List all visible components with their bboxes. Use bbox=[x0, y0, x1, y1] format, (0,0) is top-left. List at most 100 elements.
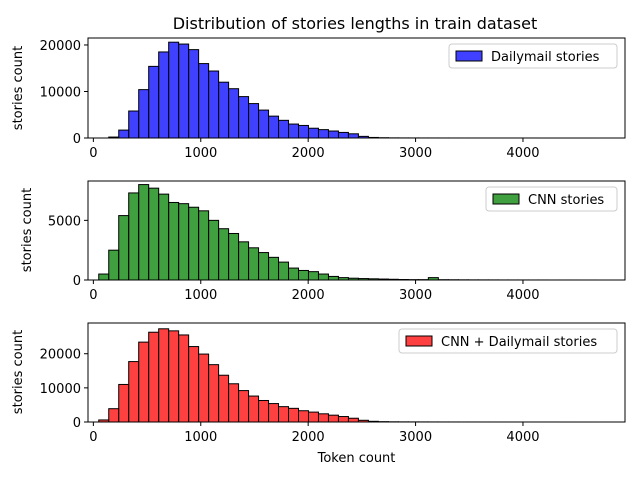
histogram-bar bbox=[258, 109, 270, 139]
x-tick-label: 0 bbox=[89, 430, 97, 445]
legend: CNN + Dailymail stories bbox=[398, 328, 618, 354]
histogram-bar bbox=[298, 410, 309, 423]
y-axis-label: stories count bbox=[11, 330, 26, 414]
y-axis-label: stories count bbox=[11, 46, 26, 130]
y-tick-label: 20000 bbox=[40, 39, 81, 54]
histogram-bar bbox=[108, 408, 120, 423]
histogram-bar bbox=[138, 341, 150, 423]
y-axis-label: stories count bbox=[20, 188, 35, 272]
legend-swatch bbox=[455, 50, 483, 62]
legend-label: CNN stories bbox=[528, 193, 604, 208]
legend: CNN stories bbox=[485, 186, 618, 212]
y-tick-label: 5000 bbox=[48, 214, 81, 229]
histogram-bar bbox=[248, 247, 260, 281]
histogram-bar bbox=[148, 187, 160, 281]
histogram-bar bbox=[158, 51, 170, 139]
histogram-bar bbox=[298, 269, 309, 281]
histogram-panel-3: 0 1000 2000 3000 4000 0 10000 20000 stories coun… bbox=[11, 322, 626, 466]
x-axis-label: Token count bbox=[317, 451, 396, 466]
histogram-bar bbox=[288, 407, 300, 423]
histogram-bar bbox=[128, 361, 140, 423]
x-tick-label: 0 bbox=[89, 146, 97, 161]
x-tick-label: 3000 bbox=[399, 430, 432, 445]
x-tick-label: 2000 bbox=[292, 146, 325, 161]
histogram-bar bbox=[208, 70, 220, 139]
histogram-bar bbox=[258, 252, 270, 281]
histogram-bar bbox=[198, 210, 210, 281]
axes-frame bbox=[87, 37, 626, 139]
histogram-bar bbox=[148, 331, 160, 423]
x-tick-label: 3000 bbox=[399, 288, 432, 303]
histogram-bar bbox=[118, 215, 130, 281]
histogram-bar bbox=[337, 131, 349, 139]
histogram-bar bbox=[288, 267, 300, 281]
histogram-bar bbox=[317, 129, 329, 139]
y-tick-label: 0 bbox=[73, 132, 81, 147]
y-tick-label: 0 bbox=[73, 416, 81, 431]
histogram-bar bbox=[327, 130, 339, 139]
x-tick-label: 2000 bbox=[292, 288, 325, 303]
histogram-bar bbox=[347, 133, 359, 139]
x-tick-label: 1000 bbox=[184, 146, 217, 161]
legend-box bbox=[485, 186, 618, 212]
histogram-panel-1: 0 1000 2000 3000 4000 0 10000 20000 stories coun… bbox=[11, 37, 626, 161]
histogram-bar bbox=[198, 353, 210, 423]
x-tick-label: 2000 bbox=[292, 430, 325, 445]
histogram-bar bbox=[218, 228, 230, 281]
y-tick-label: 10000 bbox=[40, 85, 81, 100]
histogram-bar bbox=[188, 346, 200, 423]
histogram-bar bbox=[138, 89, 150, 139]
histogram-bar bbox=[168, 41, 180, 139]
histogram-bar bbox=[268, 403, 280, 423]
histogram-bar bbox=[188, 206, 200, 281]
histogram-bar bbox=[327, 414, 339, 423]
histogram-bar bbox=[238, 96, 250, 139]
histogram-bar bbox=[158, 193, 170, 281]
legend-swatch bbox=[492, 193, 520, 205]
histogram-bar bbox=[248, 395, 260, 423]
legend-swatch bbox=[405, 335, 433, 347]
histogram-bar bbox=[178, 334, 190, 423]
histogram-bar bbox=[218, 374, 230, 423]
histogram-bar bbox=[98, 273, 110, 281]
histogram-bar bbox=[168, 201, 180, 281]
histogram-bar bbox=[178, 43, 190, 139]
histogram-bar bbox=[238, 241, 250, 281]
histogram-bar bbox=[228, 383, 240, 423]
histogram-bar bbox=[158, 328, 170, 423]
x-tick-label: 1000 bbox=[184, 288, 217, 303]
histogram-bar bbox=[198, 63, 210, 139]
x-tick-label: 3000 bbox=[399, 146, 432, 161]
legend: Dailymail stories bbox=[448, 43, 618, 69]
histogram-bar bbox=[168, 330, 180, 423]
legend-box bbox=[448, 43, 618, 69]
histogram-bar bbox=[128, 192, 140, 281]
histogram-bar bbox=[278, 119, 290, 139]
histogram-bar bbox=[317, 273, 329, 281]
histogram-bar bbox=[327, 275, 339, 281]
histogram-bar bbox=[298, 124, 309, 139]
legend-label: CNN + Dailymail stories bbox=[441, 335, 597, 350]
histogram-bar bbox=[278, 261, 290, 281]
histogram-bar bbox=[108, 249, 120, 281]
histogram-bar bbox=[268, 256, 280, 281]
histogram-bar bbox=[337, 416, 349, 423]
x-tick-label: 4000 bbox=[506, 146, 539, 161]
histogram-bar bbox=[307, 127, 319, 139]
histogram-bar bbox=[208, 364, 220, 423]
legend-label: Dailymail stories bbox=[491, 50, 600, 65]
histogram-bar bbox=[208, 219, 220, 281]
axes-frame bbox=[87, 322, 626, 423]
x-tick-label: 4000 bbox=[506, 430, 539, 445]
histogram-bar bbox=[248, 103, 260, 139]
chart-title: Distribution of stories lengths in train… bbox=[173, 14, 538, 33]
histogram-bar bbox=[238, 390, 250, 423]
histogram-bar bbox=[228, 232, 240, 281]
histogram-bar bbox=[178, 203, 190, 281]
x-tick-label: 0 bbox=[89, 288, 97, 303]
histogram-bar bbox=[138, 184, 150, 281]
histogram-bar bbox=[268, 115, 280, 139]
histogram-bar bbox=[307, 271, 319, 281]
histogram-bar bbox=[228, 88, 240, 139]
